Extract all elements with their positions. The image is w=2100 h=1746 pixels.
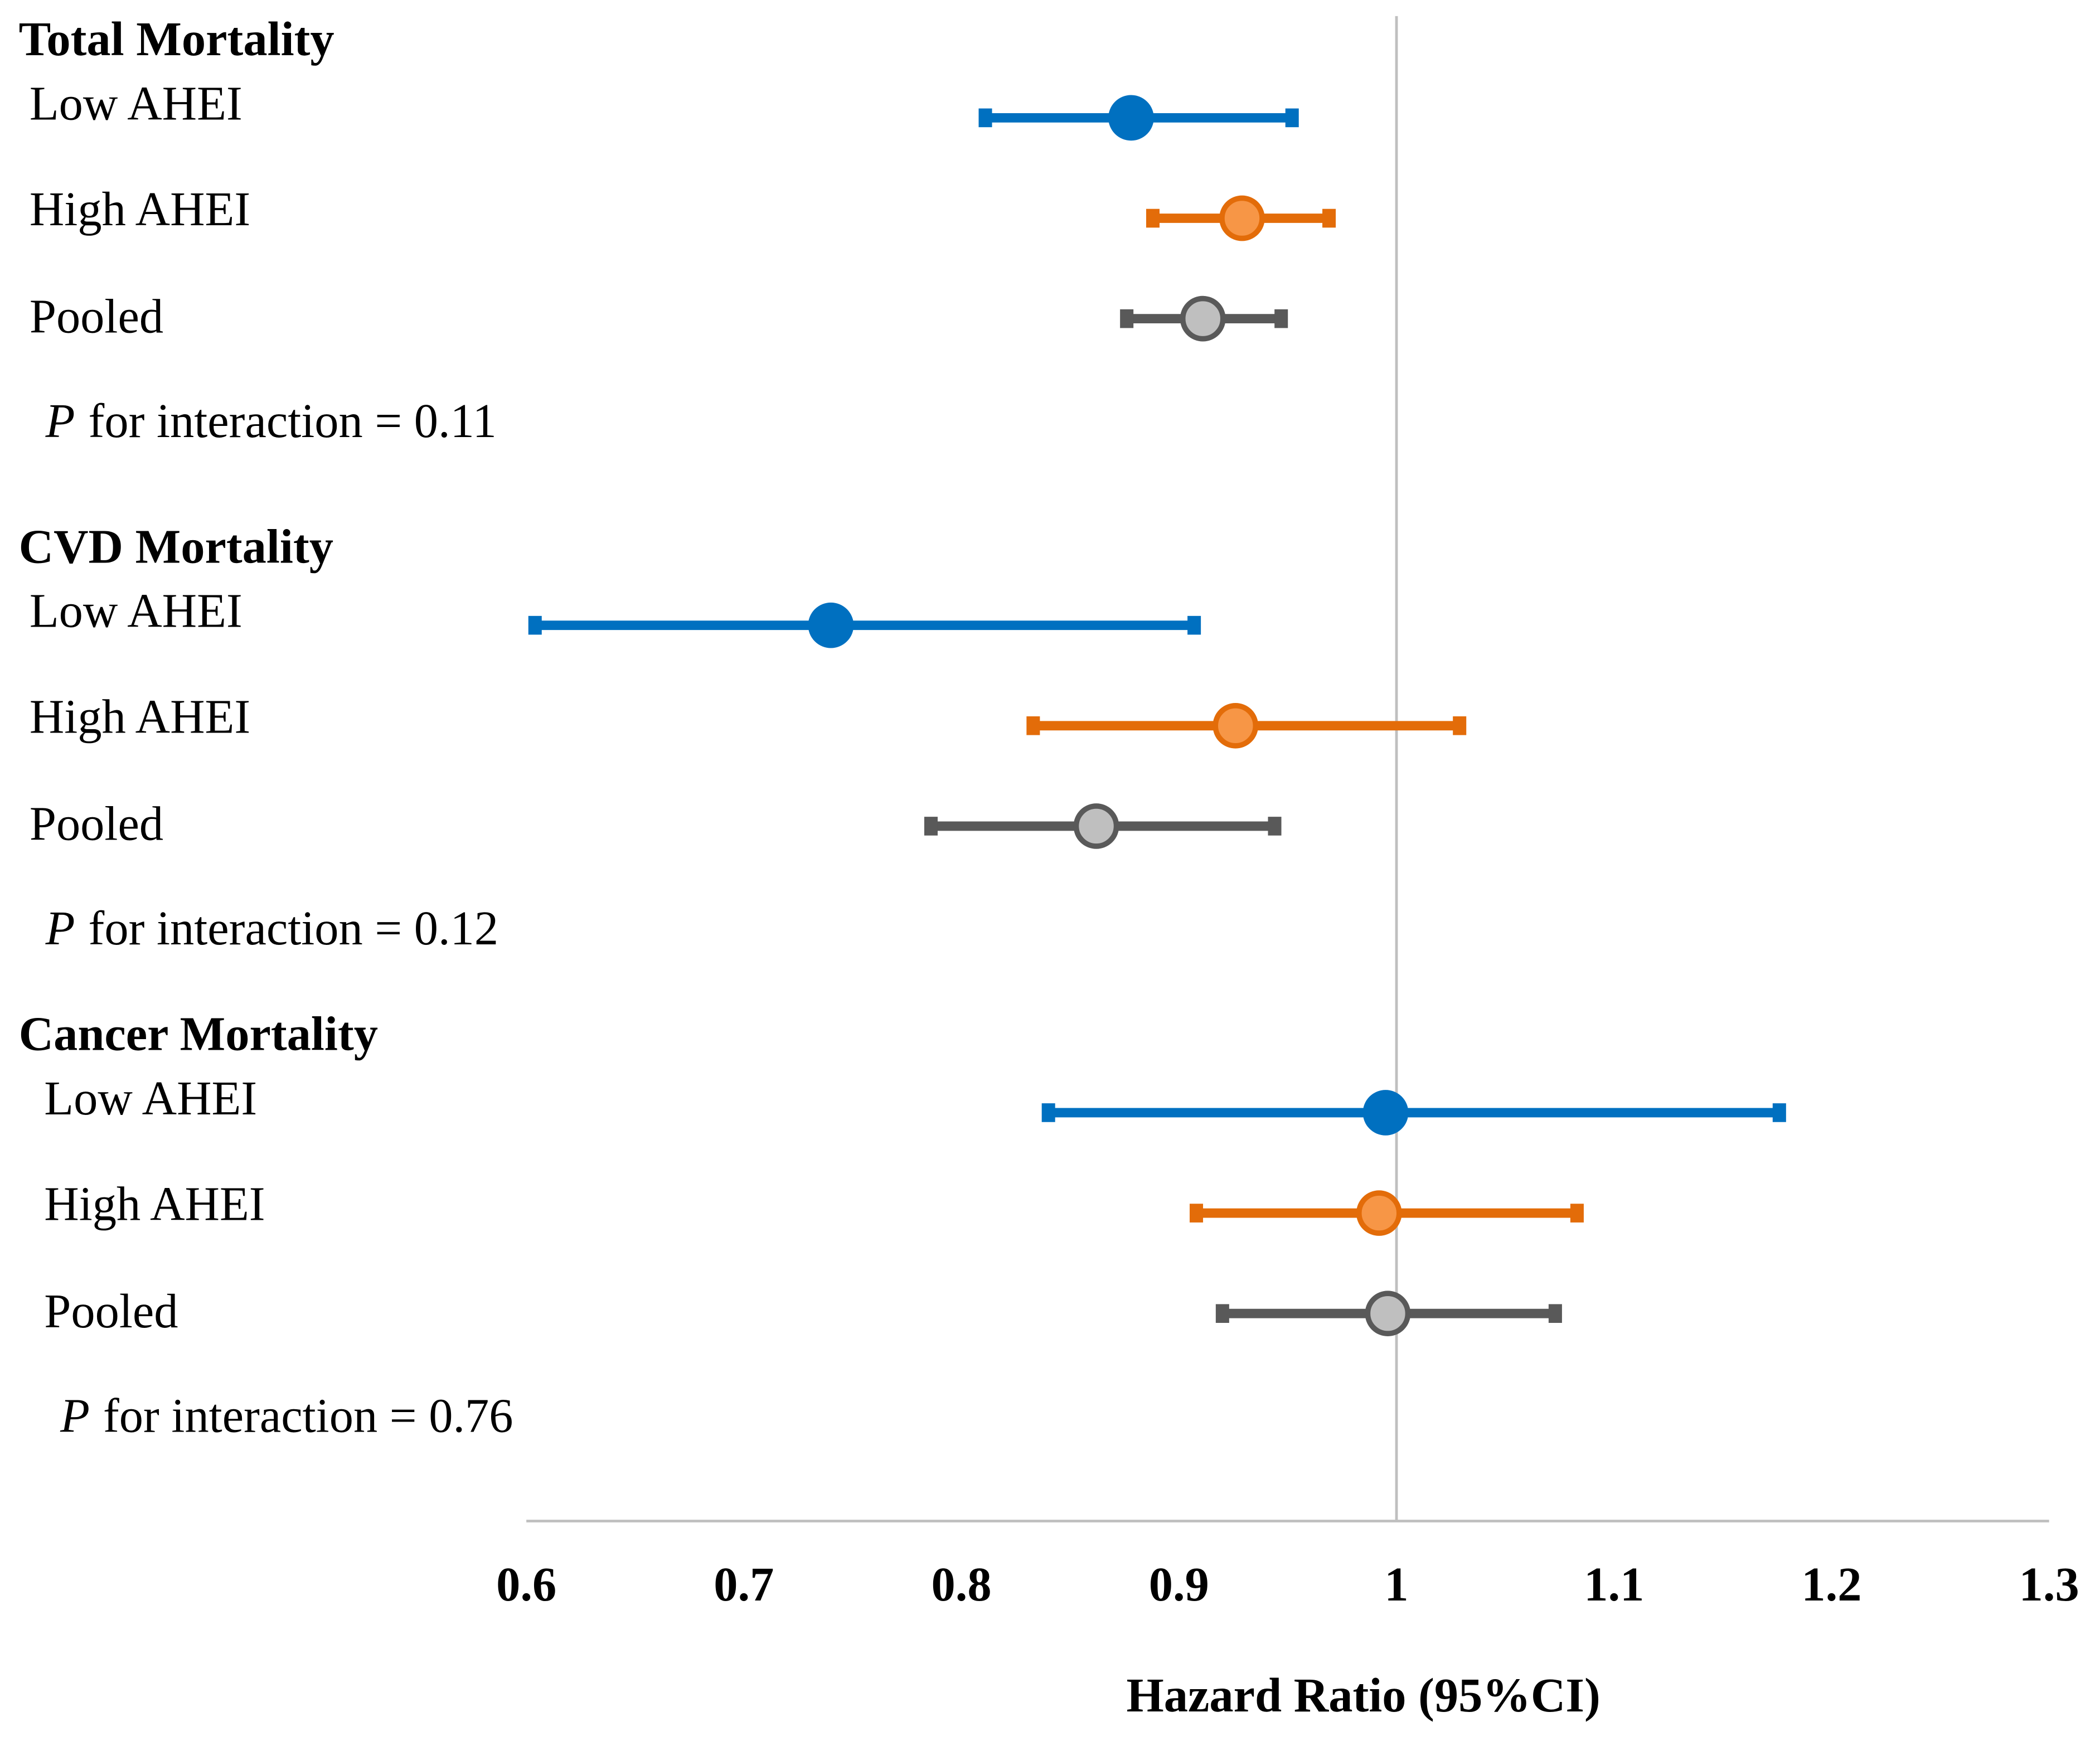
p-symbol: P	[60, 1389, 90, 1442]
x-tick-label: 1.3	[2019, 1558, 2079, 1611]
p-text: for interaction = 0.12	[89, 901, 499, 955]
group-title: Total Mortality	[19, 12, 334, 66]
x-tick-label: 1.2	[1801, 1558, 1861, 1611]
x-tick-label: 0.7	[714, 1558, 774, 1611]
ci-cap-lower	[1041, 1103, 1055, 1122]
ci-cap-upper	[1268, 817, 1282, 836]
ci-cap-lower	[924, 817, 938, 836]
row-label: Pooled	[30, 289, 163, 343]
ci-cap-lower	[978, 108, 992, 128]
estimate-point	[1365, 1291, 1411, 1337]
ci-cap-upper	[1453, 716, 1467, 735]
row-label: High AHEI	[44, 1177, 265, 1231]
ci-cap-upper	[1274, 309, 1288, 328]
ci-cap-lower	[528, 615, 542, 635]
row-label: Pooled	[30, 797, 163, 851]
estimate-point	[1180, 295, 1226, 342]
estimate-point	[1108, 95, 1154, 141]
ci-cap-upper	[1285, 108, 1299, 128]
estimate-point	[1073, 803, 1119, 849]
p-symbol: P	[45, 394, 75, 448]
ci-cap-lower	[1215, 1304, 1229, 1323]
ci-cap-lower	[1120, 309, 1134, 328]
ci-cap-upper	[1772, 1103, 1786, 1122]
ci-cap-lower	[1190, 1204, 1204, 1223]
ci-cap-upper	[1570, 1204, 1584, 1223]
x-tick-label: 1.1	[1584, 1558, 1644, 1611]
x-tick-label: 0.8	[932, 1558, 992, 1611]
p-symbol: P	[45, 901, 75, 955]
row-label: High AHEI	[30, 182, 250, 236]
estimate-point	[808, 602, 854, 648]
x-tick-label: 1	[1384, 1558, 1408, 1611]
row-label: Low AHEI	[44, 1071, 257, 1125]
row-label: High AHEI	[30, 690, 250, 743]
ci-cap-upper	[1187, 615, 1201, 635]
p-text: for interaction = 0.76	[103, 1389, 513, 1442]
x-axis-title: Hazard Ratio (95%CI)	[1127, 1669, 1601, 1722]
x-tick-label: 0.9	[1149, 1558, 1209, 1611]
estimate-point	[1219, 195, 1265, 241]
row-label: Low AHEI	[30, 584, 243, 638]
ci-cap-lower	[1146, 208, 1160, 228]
group-title: CVD Mortality	[19, 520, 333, 573]
row-label: Pooled	[44, 1284, 178, 1338]
ci-cap-lower	[1026, 716, 1040, 735]
group-title: Cancer Mortality	[19, 1007, 378, 1061]
row-label: Low AHEI	[30, 76, 243, 130]
x-tick-label: 0.6	[496, 1558, 556, 1611]
p-text: for interaction = 0.11	[89, 394, 497, 448]
estimate-point	[1356, 1190, 1402, 1236]
ci-cap-upper	[1548, 1304, 1562, 1323]
ci-cap-upper	[1322, 208, 1336, 228]
estimate-point	[1362, 1090, 1409, 1136]
estimate-point	[1213, 702, 1259, 749]
